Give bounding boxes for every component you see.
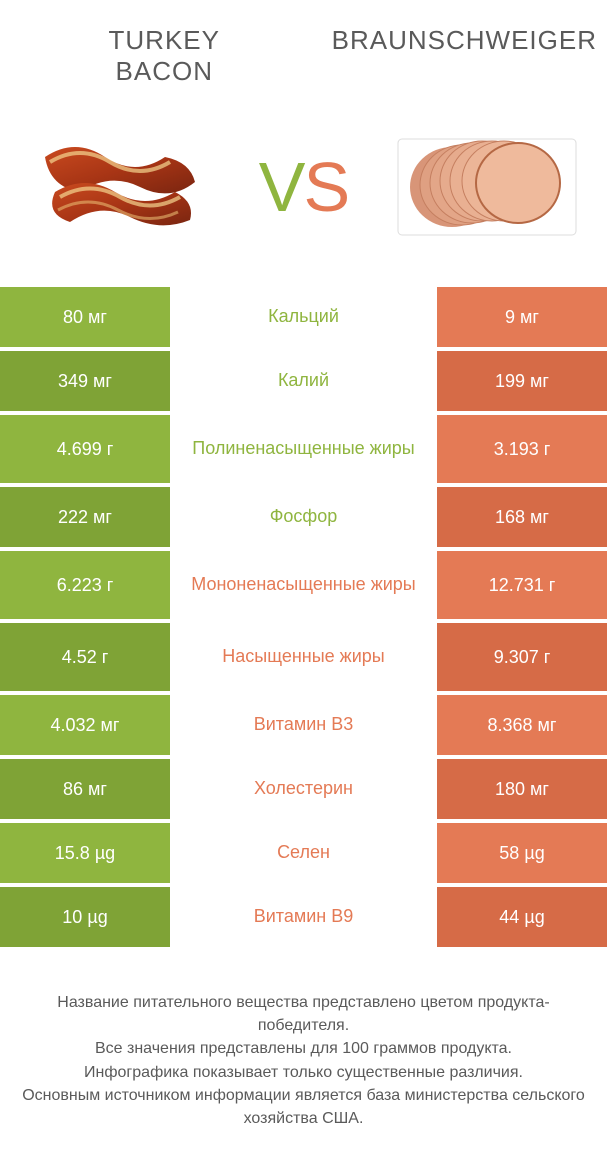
vs-v: V xyxy=(259,148,304,226)
left-product-image xyxy=(20,117,220,257)
table-row: 4.699 гПолиненасыщенные жиры3.193 г xyxy=(0,415,607,483)
left-value: 4.699 г xyxy=(0,415,170,483)
right-value: 9 мг xyxy=(437,287,607,347)
footer-line-3: Инфографика показывает только существенн… xyxy=(20,1061,587,1084)
left-value: 10 µg xyxy=(0,887,170,947)
right-product-image xyxy=(387,117,587,257)
right-value: 8.368 мг xyxy=(437,695,607,755)
left-value: 222 мг xyxy=(0,487,170,547)
left-value: 4.52 г xyxy=(0,623,170,691)
left-value: 349 мг xyxy=(0,351,170,411)
right-value: 44 µg xyxy=(437,887,607,947)
nutrient-label: Фосфор xyxy=(170,487,437,547)
table-row: 222 мгФосфор168 мг xyxy=(0,487,607,547)
left-value: 6.223 г xyxy=(0,551,170,619)
right-value: 199 мг xyxy=(437,351,607,411)
table-row: 15.8 µgСелен58 µg xyxy=(0,823,607,883)
left-value: 4.032 мг xyxy=(0,695,170,755)
right-value: 12.731 г xyxy=(437,551,607,619)
left-value: 80 мг xyxy=(0,287,170,347)
footer-notes: Название питательного вещества представл… xyxy=(0,951,607,1150)
right-product-title: BRAUNSCHWEIGER xyxy=(309,25,598,56)
left-product-title: TURKEY BACON xyxy=(10,25,309,87)
nutrient-label: Кальций xyxy=(170,287,437,347)
vs-label: VS xyxy=(259,147,348,227)
nutrient-label: Холестерин xyxy=(170,759,437,819)
right-value: 168 мг xyxy=(437,487,607,547)
footer-line-2: Все значения представлены для 100 граммо… xyxy=(20,1037,587,1060)
table-row: 86 мгХолестерин180 мг xyxy=(0,759,607,819)
nutrient-label: Витамин B3 xyxy=(170,695,437,755)
footer-line-4: Основным источником информации является … xyxy=(20,1084,587,1130)
left-value: 15.8 µg xyxy=(0,823,170,883)
right-value: 9.307 г xyxy=(437,623,607,691)
table-row: 6.223 гМононенасыщенные жиры12.731 г xyxy=(0,551,607,619)
table-row: 4.032 мгВитамин B38.368 мг xyxy=(0,695,607,755)
right-value: 3.193 г xyxy=(437,415,607,483)
vs-s: S xyxy=(304,148,349,226)
table-row: 4.52 гНасыщенные жиры9.307 г xyxy=(0,623,607,691)
nutrient-label: Насыщенные жиры xyxy=(170,623,437,691)
nutrient-label: Селен xyxy=(170,823,437,883)
comparison-table: 80 мгКальций9 мг349 мгКалий199 мг4.699 г… xyxy=(0,287,607,947)
nutrient-label: Витамин B9 xyxy=(170,887,437,947)
images-row: VS xyxy=(0,97,607,287)
table-row: 349 мгКалий199 мг xyxy=(0,351,607,411)
left-value: 86 мг xyxy=(0,759,170,819)
braunschweiger-icon xyxy=(392,127,582,247)
right-value: 180 мг xyxy=(437,759,607,819)
right-value: 58 µg xyxy=(437,823,607,883)
nutrient-label: Калий xyxy=(170,351,437,411)
bacon-icon xyxy=(30,132,210,242)
header: TURKEY BACON BRAUNSCHWEIGER xyxy=(0,0,607,97)
nutrient-label: Мононенасыщенные жиры xyxy=(170,551,437,619)
table-row: 10 µgВитамин B944 µg xyxy=(0,887,607,947)
table-row: 80 мгКальций9 мг xyxy=(0,287,607,347)
nutrient-label: Полиненасыщенные жиры xyxy=(170,415,437,483)
footer-line-1: Название питательного вещества представл… xyxy=(20,991,587,1037)
